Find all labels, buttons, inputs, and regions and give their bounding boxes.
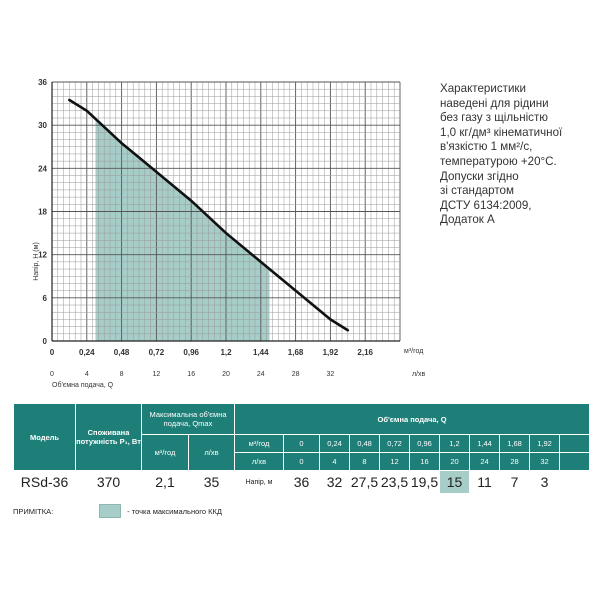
power-cell: 370 — [75, 470, 142, 494]
flow-m3h-cell: 0,96 — [409, 434, 441, 453]
head-cell: 27,5 — [349, 470, 381, 494]
x-unit-m3h: м³/год — [404, 348, 423, 355]
qmax-unit-m3h: м³/год — [141, 434, 189, 471]
x-tick-label-m3h: 1,68 — [288, 348, 304, 357]
flow-m3h-cell: 1,44 — [469, 434, 501, 453]
y-tick-label: 0 — [43, 337, 48, 346]
legend-text: - точка максимального ККД — [127, 506, 222, 516]
y-tick-label: 12 — [38, 251, 47, 260]
x-tick-label-lmin: 32 — [327, 371, 335, 378]
head-cell: 7 — [499, 470, 531, 494]
x-tick-label-lmin: 12 — [153, 371, 161, 378]
x-tick-label-lmin: 0 — [50, 371, 54, 378]
model-cell: RSd-36 — [13, 470, 76, 494]
x-tick-label-m3h: 1,92 — [323, 348, 339, 357]
y-tick-label: 30 — [38, 121, 47, 130]
y-tick-label: 18 — [38, 208, 47, 217]
flow-lmin-cell-empty — [559, 452, 591, 471]
header-flow: Об'ємна подача, Q — [234, 403, 591, 435]
head-cell: 32 — [319, 470, 351, 494]
x-tick-label-m3h: 0,48 — [114, 348, 130, 357]
flow-m3h-cell: 1,2 — [439, 434, 471, 453]
flow-m3h-cell: 0,48 — [349, 434, 381, 453]
x-tick-label-m3h: 1,44 — [253, 348, 269, 357]
x-tick-label-lmin: 24 — [257, 371, 265, 378]
note-text: Характеристики наведені для рідини без г… — [440, 82, 563, 227]
y-tick-label: 36 — [38, 78, 47, 87]
x-tick-label-lmin: 28 — [292, 371, 300, 378]
y-tick-label: 24 — [38, 164, 47, 173]
flow-m3h-cell: 0,24 — [319, 434, 351, 453]
flow-lmin-cell: 4 — [319, 452, 351, 471]
qmax-lmin-cell: 35 — [187, 470, 236, 494]
y-tick-label: 6 — [43, 294, 48, 303]
flow-unit-m3h: м³/год — [234, 434, 285, 453]
x-tick-label-lmin: 8 — [120, 371, 124, 378]
x-tick-label-m3h: 0,24 — [79, 348, 95, 357]
x-tick-label-m3h: 0,72 — [149, 348, 165, 357]
x-tick-label-m3h: 0 — [50, 348, 55, 357]
flow-m3h-cell: 0 — [283, 434, 321, 453]
x-tick-label-m3h: 2,16 — [357, 348, 373, 357]
pump-curve-chart: 0 6 12 18 24 30 36 0 0,24 0,48 0,72 0,96 1,2 1,44 1,68… — [32, 78, 426, 389]
head-cell-max-efficiency: 15 — [439, 470, 471, 494]
qmax-m3h-cell: 2,1 — [141, 470, 189, 494]
x-tick-label-lmin: 4 — [85, 371, 89, 378]
spec-table: Модель Споживана потужність P₁, Вт Макси… — [13, 403, 591, 494]
flow-lmin-cell: 12 — [379, 452, 411, 471]
flow-lmin-cell: 0 — [283, 452, 321, 471]
flow-m3h-cell-empty — [559, 434, 591, 453]
flow-lmin-cell: 24 — [469, 452, 501, 471]
head-cell: 11 — [469, 470, 501, 494]
head-label-cell: Напір, м — [234, 470, 285, 494]
legend: ПРИМІТКА: - точка максимального ККД — [13, 504, 222, 518]
flow-m3h-cell: 1,92 — [529, 434, 561, 453]
x-tick-label-lmin: 20 — [222, 371, 230, 378]
x-tick-label-lmin: 16 — [187, 371, 195, 378]
flow-lmin-cell: 16 — [409, 452, 441, 471]
x-unit-lmin: л/хв — [412, 371, 426, 378]
x-tick-label-m3h: 1,2 — [220, 348, 232, 357]
head-cell: 19,5 — [409, 470, 441, 494]
flow-lmin-cell: 32 — [529, 452, 561, 471]
flow-m3h-cell: 0,72 — [379, 434, 411, 453]
flow-lmin-cell: 20 — [439, 452, 471, 471]
header-power: Споживана потужність P₁, Вт — [75, 403, 142, 471]
y-axis-label: Напір, Н (м) — [32, 242, 40, 281]
legend-swatch — [99, 504, 122, 518]
head-cell: 3 — [529, 470, 561, 494]
flow-lmin-cell: 28 — [499, 452, 531, 471]
head-cell-empty — [559, 470, 591, 494]
x-tick-label-m3h: 0,96 — [183, 348, 199, 357]
pump-curve-line — [68, 98, 350, 332]
header-qmax: Максимальна об'ємна подача, Qmax — [140, 403, 236, 435]
flow-m3h-cell: 1,68 — [499, 434, 531, 453]
flow-unit-lmin: л/хв — [234, 452, 285, 471]
legend-label: ПРИМІТКА: — [13, 506, 54, 516]
header-model: Модель — [13, 403, 76, 471]
head-cell: 36 — [283, 470, 321, 494]
qmax-unit-lmin: л/хв — [187, 434, 236, 471]
x-axis-label: Об'ємна подача, Q — [52, 381, 114, 389]
head-cell: 23,5 — [379, 470, 411, 494]
flow-lmin-cell: 8 — [349, 452, 381, 471]
